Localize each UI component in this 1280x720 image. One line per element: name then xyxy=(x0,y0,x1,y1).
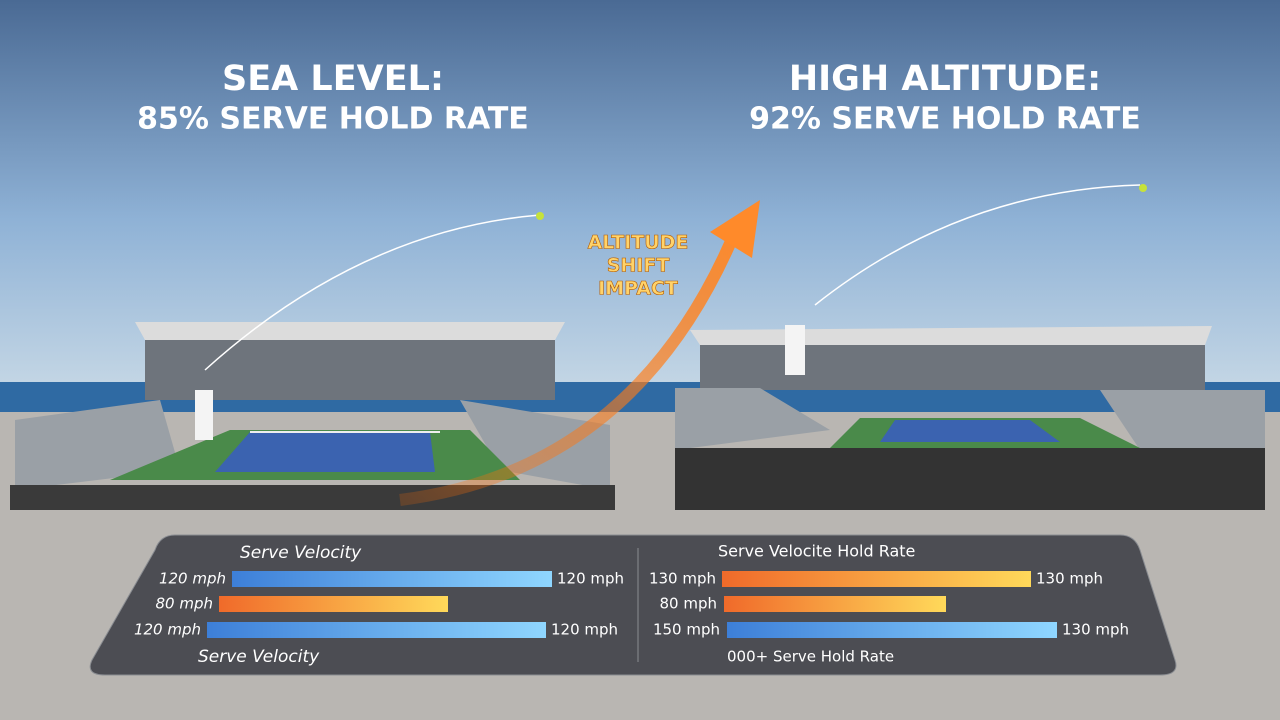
row-label: 80 mph xyxy=(156,595,214,613)
bar xyxy=(724,596,946,612)
right-stadium xyxy=(675,184,1265,510)
panel-footer: 000+ Serve Hold Rate xyxy=(727,648,894,666)
altitude-arrow xyxy=(399,200,760,506)
arrow-label: ALTITUDE xyxy=(588,232,689,254)
row-label: 130 mph xyxy=(649,570,716,588)
right-subtitle: 92% SERVE HOLD RATE xyxy=(749,102,1141,137)
left-subtitle: 85% SERVE HOLD RATE xyxy=(137,102,529,137)
row-label: 80 mph xyxy=(660,595,718,613)
arrow-label: IMPACT xyxy=(598,278,678,300)
panel-title: Serve Velocity xyxy=(240,543,362,563)
row-label: 120 mph xyxy=(134,621,201,639)
row-end-label: 120 mph xyxy=(551,621,618,639)
row-end-label: 130 mph xyxy=(1036,570,1103,588)
left-title: SEA LEVEL: xyxy=(222,59,444,99)
row-end-label: 130 mph xyxy=(1062,621,1129,639)
bar xyxy=(219,596,448,612)
right-title: HIGH ALTITUDE: xyxy=(789,59,1101,99)
row-label: 150 mph xyxy=(653,621,720,639)
panel-footer: Serve Velocity xyxy=(198,647,320,667)
bar xyxy=(722,571,1031,587)
bar xyxy=(207,622,546,638)
left-stadium xyxy=(10,212,615,510)
bar xyxy=(727,622,1057,638)
stats-panel xyxy=(89,534,1177,676)
row-end-label: 120 mph xyxy=(557,570,624,588)
panel-title: Serve Velocite Hold Rate xyxy=(718,542,915,561)
bar xyxy=(232,571,552,587)
arrow-label: SHIFT xyxy=(607,255,670,277)
row-label: 120 mph xyxy=(159,570,226,588)
